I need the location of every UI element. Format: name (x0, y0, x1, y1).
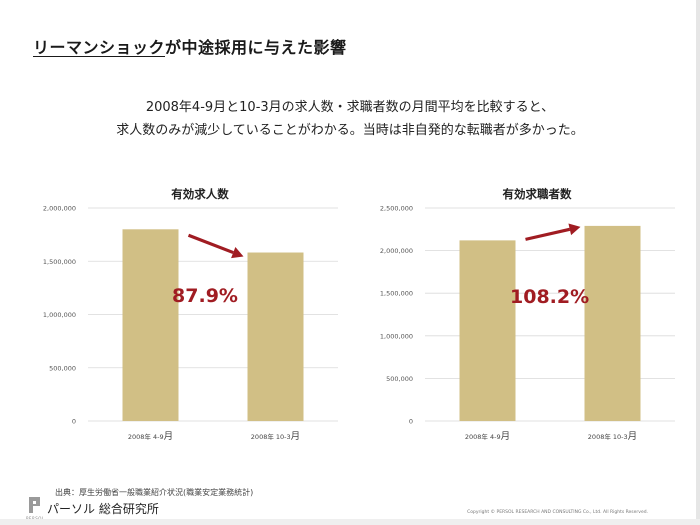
arrow-shaft (525, 227, 571, 241)
x-tick-label: 2008年 4-9月 (465, 431, 510, 442)
slide-title: リーマンショックが中途採用に与えた影響 (33, 34, 347, 58)
lead-text: 2008年4-9月と10-3月の求人数・求職者数の月間平均を比較すると、 求人数… (0, 96, 700, 142)
persol-logo-icon (29, 497, 40, 513)
chart-job-seekers: 有効求職者数 0 500,000 1,000,000 1,500,000 2,000,0… (357, 178, 687, 458)
slide-title-underlined: リーマンショック (33, 38, 166, 57)
chart-title: 有効求人数 (171, 187, 229, 201)
y-tick-label: 1,500,000 (43, 258, 76, 266)
slide-title-rest: が中途採用に与えた影響 (165, 38, 347, 57)
change-annotation: 108.2% (510, 286, 590, 308)
chart-svg: 0 500,000 1,000,000 1,500,000 2,000,000 2,500… (380, 205, 675, 442)
y-tick-label: 500,000 (49, 364, 76, 372)
arrow-head (568, 223, 581, 236)
chart-job-openings: 有効求人数 0 500,000 1,000,000 1,500,000 2,000,00… (20, 178, 350, 458)
bar (584, 225, 641, 421)
bar (122, 229, 179, 421)
source-note: 出典：厚生労働省一般職業紹介状況(職業安定業務統計) (55, 488, 254, 497)
arrow-shaft (187, 233, 234, 255)
chart-title: 有効求職者数 (502, 187, 572, 201)
arrow-head (231, 246, 244, 259)
y-tick-label: 500,000 (386, 375, 413, 383)
right-edge-rule (696, 0, 700, 525)
bar (459, 240, 516, 421)
copyright-text: Copyright © PERSOL RESEARCH AND CONSULTI… (467, 510, 648, 515)
lead-line-1: 2008年4-9月と10-3月の求人数・求職者数の月間平均を比較すると、 (145, 100, 555, 115)
y-tick-label: 0 (72, 418, 76, 426)
bottom-rule (0, 519, 700, 525)
brand-name: パーソル 総合研究所 (47, 502, 159, 516)
y-tick-label: 2,000,000 (43, 205, 76, 213)
y-tick-label: 2,500,000 (380, 205, 413, 213)
bar (247, 252, 304, 421)
y-tick-label: 1,000,000 (380, 332, 413, 340)
y-tick-label: 2,000,000 (380, 247, 413, 255)
y-tick-label: 0 (409, 418, 413, 426)
logo-wordmark: PERSOL (26, 516, 45, 521)
x-tick-label: 2008年 10-3月 (251, 431, 300, 442)
lead-line-2: 求人数のみが減少していることがわかる。当時は非自発的な転職者が多かった。 (116, 123, 584, 138)
change-annotation: 87.9% (172, 285, 238, 307)
y-tick-label: 1,500,000 (380, 290, 413, 298)
x-tick-label: 2008年 10-3月 (588, 431, 637, 442)
x-tick-label: 2008年 4-9月 (128, 431, 173, 442)
chart-svg: 0 500,000 1,000,000 1,500,000 2,000,000 2008年… (43, 205, 338, 442)
y-tick-label: 1,000,000 (43, 311, 76, 319)
